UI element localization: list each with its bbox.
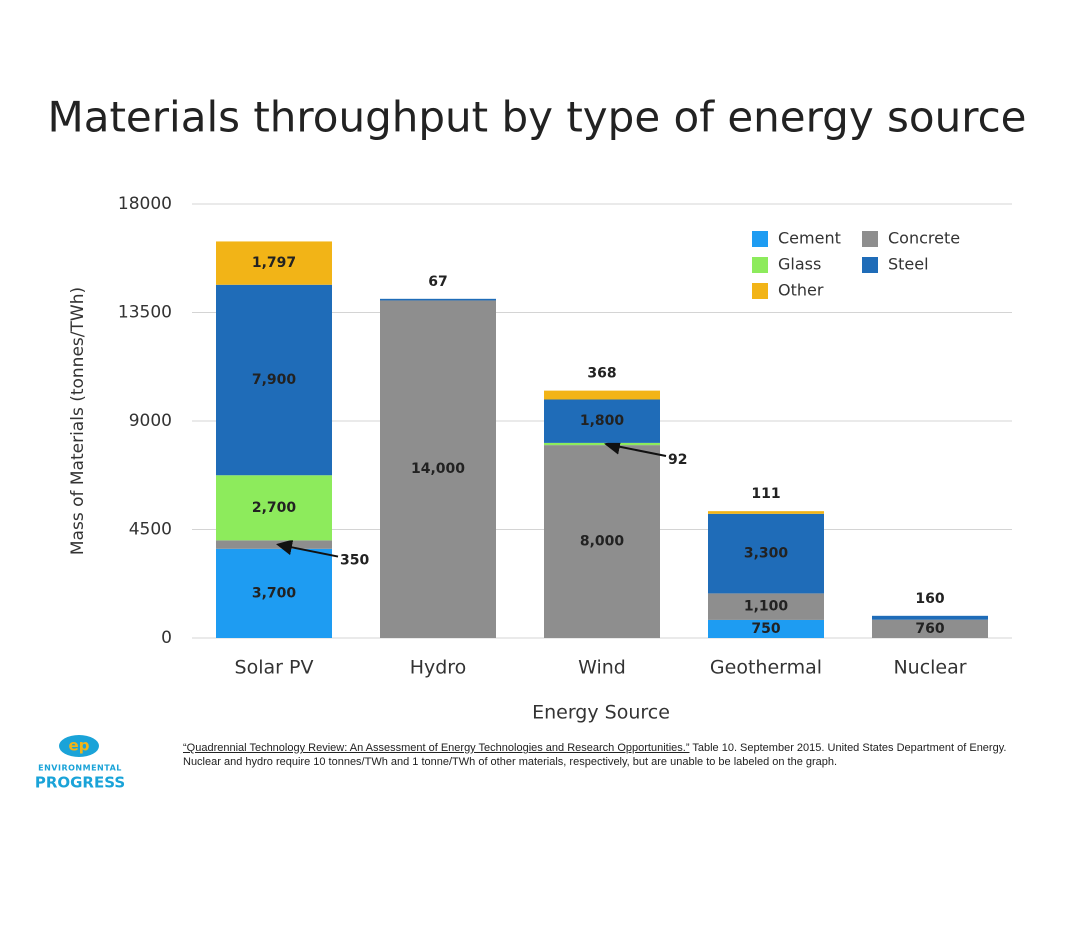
x-tick-label: Geothermal (710, 657, 822, 679)
data-label: 14,000 (411, 461, 465, 477)
logo-line2: PROGRESS (35, 774, 125, 792)
y-tick-label: 0 (161, 628, 172, 648)
data-label: 3,300 (744, 546, 789, 562)
y-tick-label: 4500 (129, 520, 172, 540)
logo-line1: ENVIRONMENTAL (38, 764, 122, 773)
bar-segment (708, 593, 824, 620)
y-axis-label: Mass of Materials (tonnes/TWh) (68, 287, 88, 555)
label-arrow (604, 438, 667, 457)
bar-segment (708, 619, 824, 638)
data-label: 67 (428, 274, 447, 290)
data-label: 1,100 (744, 599, 789, 615)
data-label: 760 (915, 621, 944, 637)
data-label: 3,700 (252, 585, 297, 601)
data-label: 7,900 (252, 372, 297, 388)
label-arrow (276, 539, 339, 558)
data-label: 1,797 (252, 255, 296, 271)
legend-label: Steel (888, 255, 929, 274)
bar-segment (872, 615, 988, 620)
bar-segment (216, 475, 332, 541)
bar-segment (544, 390, 660, 400)
data-label: 368 (587, 366, 616, 382)
footnote-source: “Quadrennial Technology Review: An Asses… (183, 742, 690, 754)
legend-swatch (752, 231, 768, 247)
data-label: 8,000 (580, 534, 625, 550)
data-label: 1,800 (580, 413, 625, 429)
logo-mark: ep (69, 737, 90, 755)
legend-label: Cement (778, 229, 841, 248)
data-label: 160 (915, 591, 944, 607)
chart-title: Materials throughput by type of energy s… (47, 93, 1026, 142)
x-tick-label: Wind (578, 657, 626, 679)
bar-segment (216, 540, 332, 549)
x-tick-label: Hydro (410, 657, 467, 679)
bar-segment (544, 445, 660, 638)
bar-segment (544, 442, 660, 446)
bar-segment (216, 284, 332, 476)
footnote: “Quadrennial Technology Review: An Asses… (183, 741, 1023, 769)
x-tick-label: Nuclear (893, 657, 966, 679)
bar-segment (708, 511, 824, 514)
legend-label: Other (778, 281, 824, 300)
bar-segment (544, 399, 660, 443)
data-label: 2,700 (252, 500, 297, 516)
bar-segment (708, 513, 824, 594)
data-label: 750 (751, 621, 780, 637)
legend-swatch (752, 283, 768, 299)
footnote-text: Table 10. September 2015. United States … (183, 742, 1007, 768)
y-tick-label: 18000 (118, 194, 172, 214)
bar-segment (216, 548, 332, 638)
data-label: 92 (668, 452, 687, 468)
logo: ep ENVIRONMENTAL PROGRESS (35, 735, 125, 792)
data-label: 111 (751, 486, 780, 502)
x-tick-label: Solar PV (235, 657, 314, 679)
y-tick-label: 9000 (129, 411, 172, 431)
y-tick-label: 13500 (118, 303, 172, 323)
legend-swatch (862, 231, 878, 247)
data-label: 350 (340, 553, 369, 569)
bar-segment (380, 298, 496, 301)
bar-segment (216, 241, 332, 285)
legend-label: Glass (778, 255, 821, 274)
bar-segment (380, 300, 496, 638)
logo-badge (59, 735, 99, 757)
legend-swatch (752, 257, 768, 273)
legend-label: Concrete (888, 229, 960, 248)
x-axis-label: Energy Source (532, 702, 670, 724)
legend-swatch (862, 257, 878, 273)
bar-segment (872, 619, 988, 638)
